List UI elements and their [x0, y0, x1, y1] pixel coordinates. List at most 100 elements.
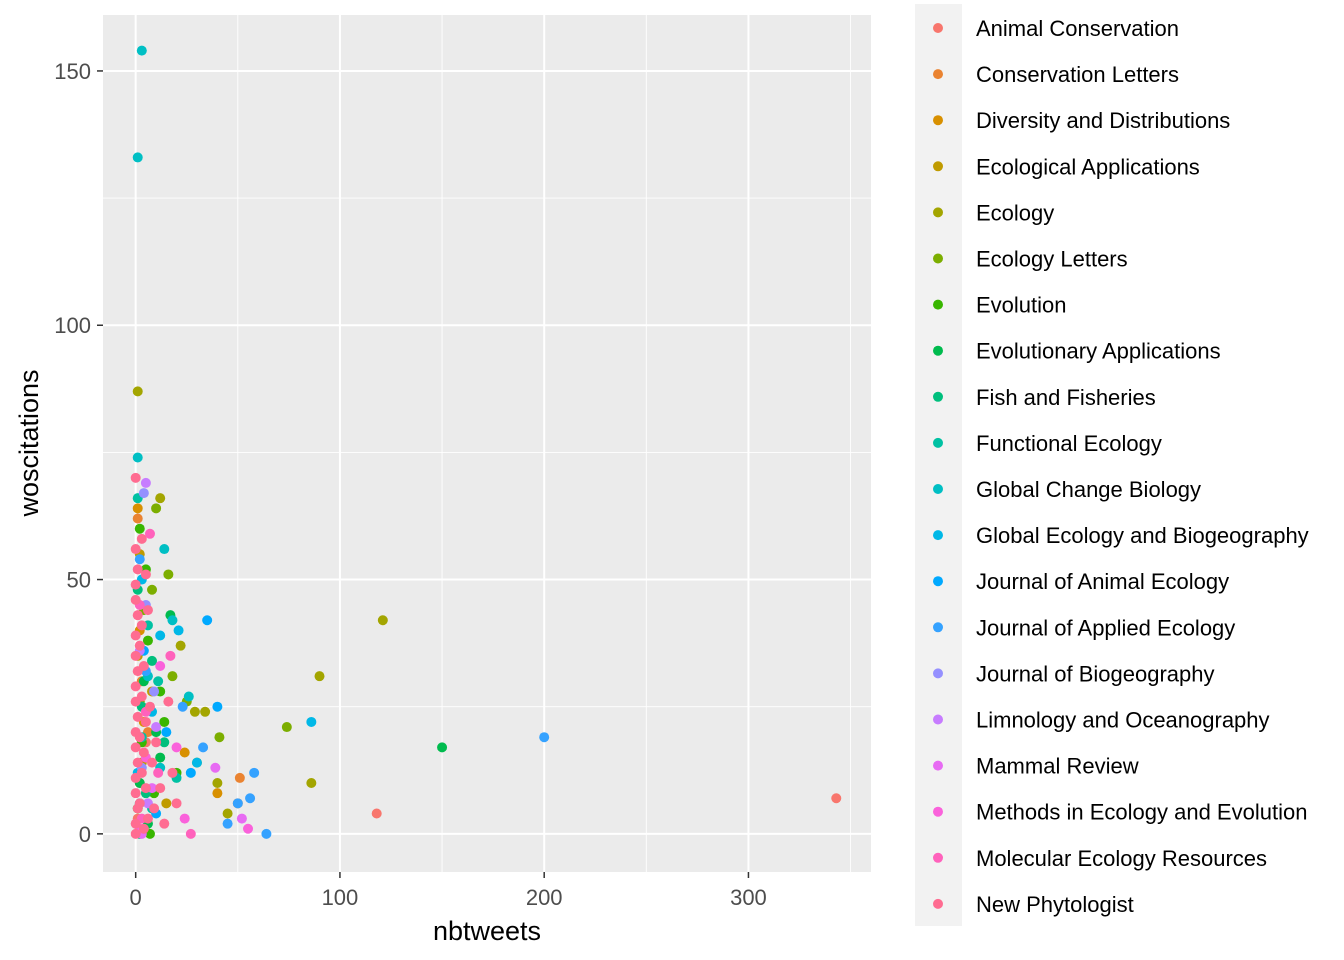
data-point	[132, 513, 143, 524]
data-point	[189, 706, 200, 717]
data-point	[371, 808, 382, 819]
data-point	[136, 767, 147, 778]
data-point	[161, 727, 172, 738]
legend-entry: Journal of Biogeography	[933, 661, 1215, 686]
data-point	[132, 757, 143, 768]
data-point	[132, 711, 143, 722]
x-tick-label: 0	[130, 885, 142, 910]
data-point	[147, 655, 158, 666]
data-point	[147, 757, 158, 768]
data-point	[171, 742, 182, 753]
legend-key	[933, 668, 943, 679]
data-point	[306, 777, 317, 788]
data-point	[138, 661, 149, 672]
legend-label: Diversity and Distributions	[976, 108, 1230, 133]
legend-entry: Animal Conservation	[933, 16, 1179, 41]
data-point	[232, 798, 243, 809]
data-point	[130, 788, 141, 799]
legend-label: Molecular Ecology Resources	[976, 846, 1267, 871]
data-point	[130, 472, 141, 483]
data-point	[132, 452, 143, 463]
data-point	[437, 742, 448, 753]
data-point	[185, 828, 196, 839]
data-point	[151, 722, 162, 733]
data-point	[130, 681, 141, 692]
data-point	[261, 828, 272, 839]
data-point	[132, 386, 143, 397]
data-point	[130, 630, 141, 641]
data-point	[245, 793, 256, 804]
legend-key	[933, 806, 943, 817]
legend-label: Functional Ecology	[976, 431, 1162, 456]
data-point	[149, 803, 160, 814]
data-point	[140, 569, 151, 580]
legend-entry: Evolutionary Applications	[933, 339, 1221, 364]
legend-key	[933, 714, 943, 725]
data-point	[136, 45, 147, 56]
data-point	[153, 767, 164, 778]
legend: Animal Conservation Conservation Letters D…	[933, 16, 1309, 917]
legend-key	[933, 115, 943, 126]
legend-entry: Evolution	[933, 293, 1067, 318]
data-point	[200, 706, 211, 717]
legend-label: Global Change Biology	[976, 477, 1201, 502]
legend-label: Fish and Fisheries	[976, 385, 1156, 410]
y-tick-label: 150	[54, 59, 91, 84]
data-point	[155, 493, 166, 504]
data-point	[214, 732, 225, 743]
data-point	[222, 808, 233, 819]
legend-entry: Diversity and Distributions	[933, 108, 1230, 133]
data-point	[136, 533, 147, 544]
data-point	[130, 579, 141, 590]
data-point	[212, 788, 223, 799]
data-point	[212, 777, 223, 788]
legend-entry: Conservation Letters	[933, 62, 1179, 87]
axes: 0 100 200 300 0 50 100 150	[54, 59, 767, 910]
legend-label: Ecology Letters	[976, 247, 1128, 272]
legend-entry: Functional Ecology	[933, 431, 1162, 456]
data-point	[183, 691, 194, 702]
legend-label: Animal Conservation	[976, 16, 1179, 41]
x-tick-label: 100	[322, 885, 359, 910]
data-point	[130, 818, 141, 829]
data-point	[539, 732, 550, 743]
data-point	[134, 554, 145, 565]
data-point	[140, 716, 151, 727]
legend-entry: Global Change Biology	[933, 477, 1201, 502]
legend-key	[933, 69, 943, 80]
data-point	[155, 630, 166, 641]
data-point	[151, 737, 162, 748]
legend-entry: Fish and Fisheries	[933, 385, 1156, 410]
data-point	[159, 818, 170, 829]
legend-label: Journal of Applied Ecology	[976, 615, 1235, 640]
legend-key	[933, 391, 943, 402]
legend-label: Limnology and Oceanography	[976, 708, 1270, 733]
data-point	[167, 615, 178, 626]
legend-key	[933, 530, 943, 541]
data-point	[136, 620, 147, 631]
data-point	[132, 152, 143, 163]
y-axis-title: woscitations	[14, 369, 44, 517]
y-tick-label: 50	[67, 568, 91, 593]
data-point	[167, 671, 178, 682]
grid-minor	[103, 15, 871, 872]
data-point	[136, 691, 147, 702]
data-point	[163, 696, 174, 707]
data-point	[249, 767, 260, 778]
data-point	[134, 732, 145, 743]
data-point	[314, 671, 325, 682]
legend-label: Global Ecology and Biogeography	[976, 523, 1309, 548]
x-tick-label: 300	[730, 885, 767, 910]
legend-entry: Journal of Applied Ecology	[933, 615, 1235, 640]
data-point	[142, 605, 153, 616]
data-point	[159, 737, 170, 748]
data-point	[149, 686, 160, 697]
legend-key	[933, 898, 943, 909]
data-point	[179, 813, 190, 824]
legend-key	[933, 484, 943, 494]
data-point	[163, 569, 174, 580]
x-tick-label: 200	[526, 885, 563, 910]
legend-key	[933, 760, 943, 771]
legend-label: Evolution	[976, 293, 1067, 318]
data-point	[140, 783, 151, 794]
